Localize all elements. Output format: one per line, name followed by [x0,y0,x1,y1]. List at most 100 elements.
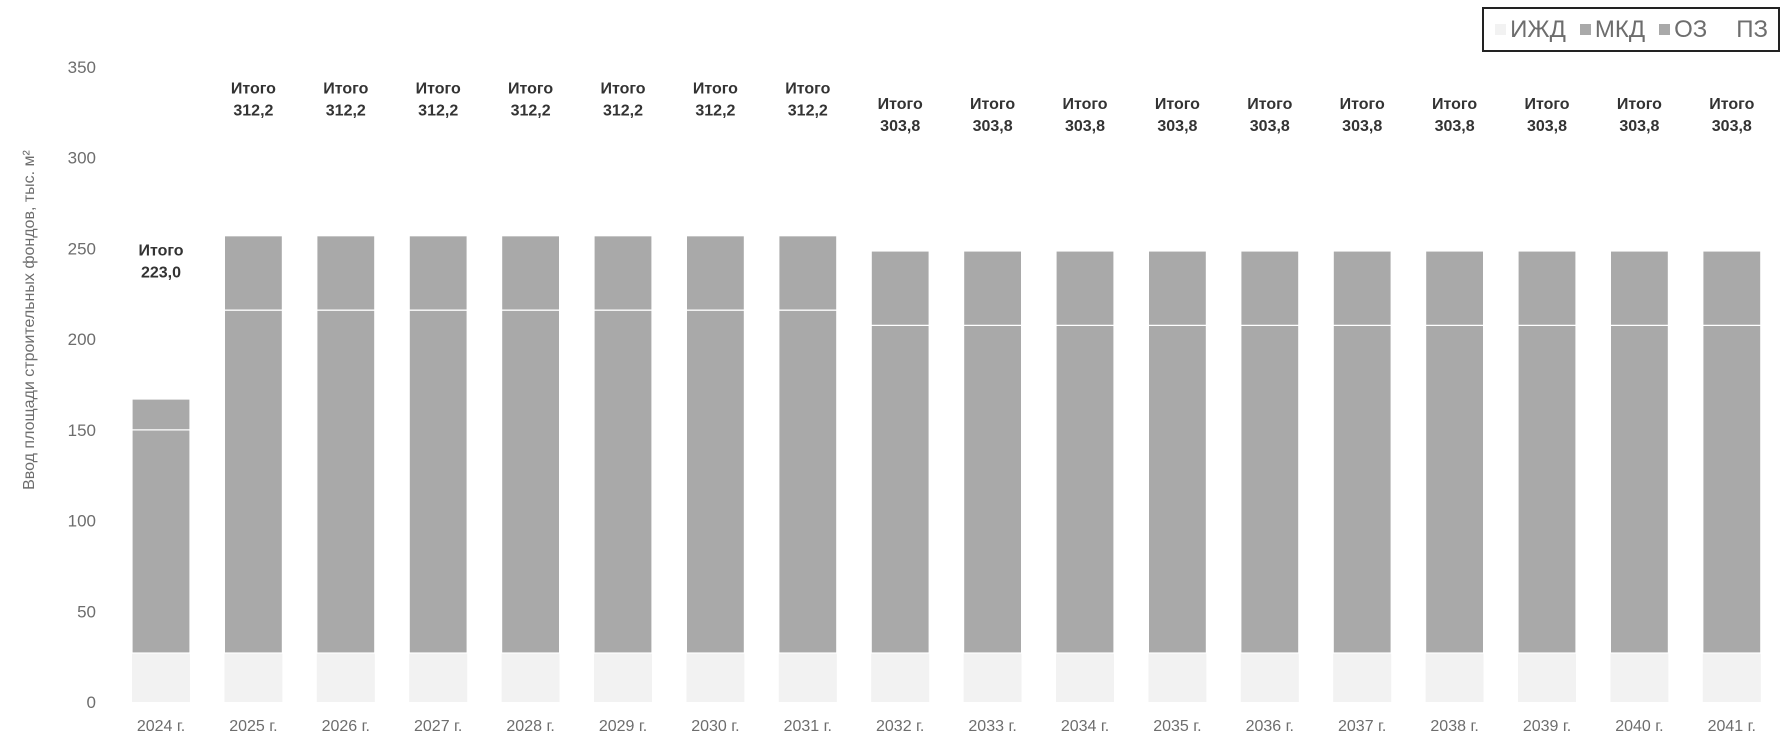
y-tick-label: 100 [68,512,96,531]
bar-segment [870,324,930,654]
bar-segment [1518,150,1576,251]
x-tick-label: 2024 г. [137,718,185,735]
bar-segment [1425,653,1484,702]
bar-segment [1148,150,1207,251]
bar-segment [778,235,838,311]
bar-segment [963,150,1022,251]
bar-total-value: 303,8 [1250,118,1290,135]
bar-segment [1055,324,1115,654]
bar-segment [1610,150,1669,251]
bar-segment [316,653,375,702]
bar-segment [962,324,1023,654]
bar-segment [963,653,1022,702]
bar-total-label: Итого [1062,96,1107,113]
bar-total-label: Итого [1155,96,1200,113]
legend-label-pz: ПЗ [1736,15,1768,43]
bar-segment [1333,150,1392,251]
bar-segment [962,250,1023,326]
bar-segment [1702,324,1762,654]
bar-segment [1056,653,1114,702]
bar-total-value: 303,8 [1435,118,1475,135]
bar-segment [1517,250,1577,326]
legend-swatch-pz [1721,24,1733,35]
bar-total-label: Итого [785,81,830,98]
y-tick-label: 0 [87,693,96,712]
bar-segment [685,309,746,654]
bar-total-label: Итого [693,81,738,98]
bar-total-value: 303,8 [1157,118,1197,135]
bar-total-label: Итого [1340,96,1385,113]
bar-segment [1702,250,1762,326]
bar-segment [316,309,376,654]
bar-total-label: Итого [1524,96,1569,113]
bar-total-value: 303,8 [1619,118,1659,135]
bar-total-value: 303,8 [973,118,1013,135]
x-tick-label: 2039 г. [1523,718,1571,735]
bar-segment [594,653,652,702]
bar-segment [223,309,283,654]
legend-label-mkd: МКД [1594,15,1646,43]
bar-total-label: Итого [970,96,1015,113]
bar-segment [316,235,376,311]
bar-total-label: Итого [1709,96,1754,113]
legend-item-pz: ПЗ [1721,16,1768,44]
y-tick-label: 350 [68,58,96,77]
bar-segment [593,309,653,654]
bar-segment [1240,250,1300,326]
x-tick-label: 2029 г. [599,718,647,735]
bar-segment [501,653,560,702]
x-tick-label: 2028 г. [506,718,554,735]
bar-segment [871,653,930,702]
bar-total-label: Итого [1617,96,1662,113]
legend: ИЖД МКД ОЗ ПЗ [1482,7,1780,52]
bar-segment [501,135,560,236]
bar-segment [408,235,468,311]
y-tick-label: 50 [77,602,96,621]
bar-total-value: 312,2 [603,103,643,120]
bar-segment [132,297,190,400]
bar-total-value: 303,8 [1065,118,1105,135]
legend-item-izhd: ИЖД [1495,16,1566,44]
bar-segment [778,653,837,702]
bar-total-label: Итого [323,81,368,98]
bar-segment [1702,653,1761,702]
bar-segment [224,653,283,702]
bar-segment [408,309,468,654]
bar-segment [1055,250,1115,326]
bar-segment [223,235,283,311]
bar-total-value: 312,2 [233,103,273,120]
bar-segment [1610,653,1669,702]
bar-segment [1332,250,1392,326]
y-axis-label: Ввод площади строительных фондов, тыс. м… [21,150,38,490]
bar-segment [871,150,930,251]
x-tick-label: 2032 г. [876,718,924,735]
x-tick-label: 2025 г. [229,718,277,735]
bar-total-label: Итого [600,81,645,98]
bar-segment [1333,653,1392,702]
bar-segment [1518,653,1576,702]
bar-total-value: 312,2 [788,103,828,120]
bar-segment [1147,324,1208,654]
bar-segment [1424,324,1485,654]
legend-label-oz: ОЗ [1674,15,1708,43]
bar-total-label: Итого [138,242,183,259]
bar-total-label: Итого [1432,96,1477,113]
bar-segment [778,135,837,236]
bar-total-value: 303,8 [1342,118,1382,135]
bar-segment [1517,324,1577,654]
y-tick-label: 250 [68,239,96,258]
bar-segment [1702,150,1761,251]
bar-segment [1056,150,1114,251]
bar-segment [685,235,746,311]
bar-segment [132,653,190,702]
bar-segment [1332,324,1392,654]
bar-total-value: 223,0 [141,264,181,281]
bar-segment [1240,150,1299,251]
x-tick-label: 2038 г. [1430,718,1478,735]
bar-segment [409,135,468,236]
y-tick-label: 300 [68,149,96,168]
bar-segment [1148,653,1207,702]
x-tick-label: 2036 г. [1246,718,1294,735]
